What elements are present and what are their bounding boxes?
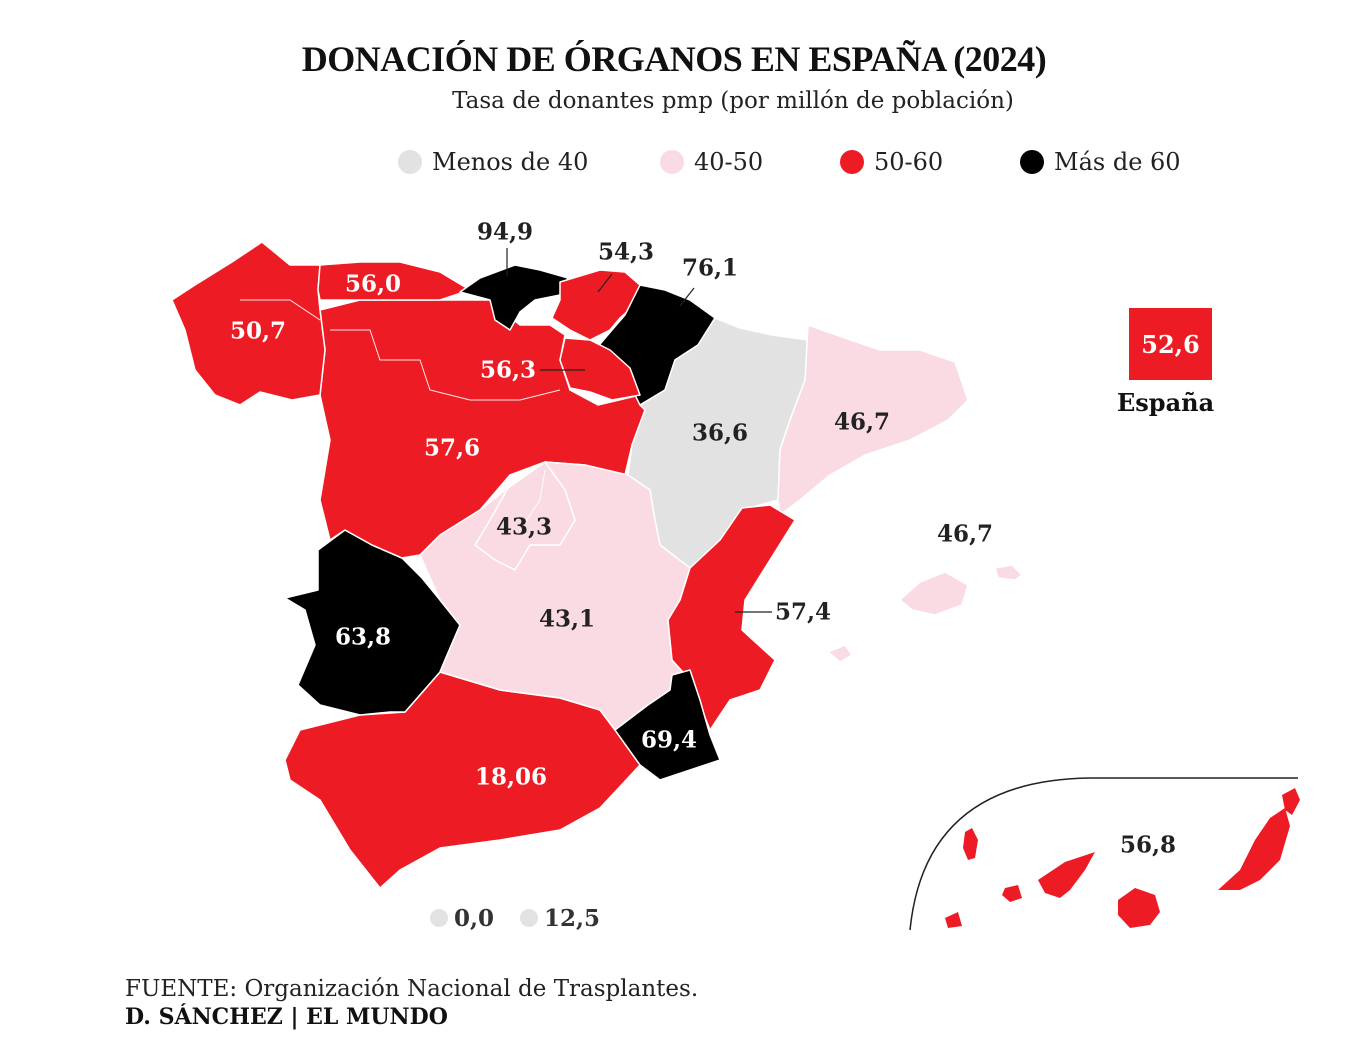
region-baleares-mallorca[interactable] xyxy=(899,571,969,616)
value-label-andalucia: 18,06 xyxy=(474,763,548,791)
source-text: Organización Nacional de Trasplantes. xyxy=(244,976,699,1002)
region-madrid[interactable] xyxy=(474,461,576,571)
ceuta-marker: 0,0 xyxy=(430,903,494,933)
region-cataluna[interactable] xyxy=(777,324,969,516)
region-pais-vasco[interactable] xyxy=(551,269,641,341)
region-baleares-ibiza[interactable] xyxy=(827,644,853,663)
ceuta-dot xyxy=(430,909,448,927)
map-title: DONACIÓN DE ÓRGANOS EN ESPAÑA (2024) xyxy=(301,39,1047,79)
region-asturias[interactable] xyxy=(317,261,471,301)
value-label-aragon: 36,6 xyxy=(691,419,749,447)
melilla-marker: 12,5 xyxy=(520,903,600,933)
ceuta-value: 0,0 xyxy=(454,904,495,932)
legend-item-40-50: 40-50 xyxy=(660,145,763,179)
region-c-valenciana[interactable] xyxy=(667,504,796,731)
value-label-cataluna: 46,7 xyxy=(833,408,891,436)
legend-swatch-grey xyxy=(398,150,422,174)
value-label-murcia: 69,4 xyxy=(640,726,698,754)
value-label-castilla-la-mancha: 43,1 xyxy=(538,605,596,633)
leader-line-navarra xyxy=(679,287,695,307)
map-subtitle: Tasa de donantes pmp (por millón de pobl… xyxy=(452,88,1014,114)
legend-swatch-pink xyxy=(660,150,684,174)
value-label-navarra: 76,1 xyxy=(681,254,739,282)
legend-label: 40-50 xyxy=(694,148,764,176)
region-murcia[interactable] xyxy=(614,669,721,781)
melilla-value: 12,5 xyxy=(544,904,601,932)
national-rate-badge: 52,6 xyxy=(1129,308,1212,380)
value-label-galicia: 50,7 xyxy=(229,317,287,345)
source-note: FUENTE: Organización Nacional de Traspla… xyxy=(125,976,698,1002)
value-label-asturias: 56,0 xyxy=(344,270,402,298)
region-la-rioja[interactable] xyxy=(559,337,641,401)
region-baleares-menorca[interactable] xyxy=(994,564,1023,581)
legend-swatch-red xyxy=(840,150,864,174)
value-label-castilla-leon: 57,6 xyxy=(423,434,481,462)
region-galicia[interactable] xyxy=(171,241,326,406)
source-label: FUENTE: xyxy=(125,976,238,1002)
legend-swatch-black xyxy=(1020,150,1044,174)
value-label-cantabria: 94,9 xyxy=(476,218,534,246)
national-rate-label: España xyxy=(1117,388,1215,417)
legend-item-50-60: 50-60 xyxy=(840,145,943,179)
leader-line-pais-vasco xyxy=(597,273,613,293)
value-label-baleares: 46,7 xyxy=(936,520,994,548)
value-label-madrid: 43,3 xyxy=(495,513,553,541)
legend-label: 50-60 xyxy=(874,148,944,176)
legend-label: Más de 60 xyxy=(1054,148,1181,176)
region-cantabria[interactable] xyxy=(459,264,569,331)
legend-item-menos-40: Menos de 40 xyxy=(398,145,588,179)
legend-item-mas-60: Más de 60 xyxy=(1020,145,1181,179)
value-label-la-rioja: 56,3 xyxy=(479,356,537,384)
legend-label: Menos de 40 xyxy=(432,148,589,176)
value-label-canarias: 56,8 xyxy=(1119,831,1177,859)
value-label-extremadura: 63,8 xyxy=(334,623,392,651)
region-canarias[interactable] xyxy=(945,788,1300,928)
value-label-pais-vasco: 54,3 xyxy=(597,238,655,266)
melilla-dot xyxy=(520,909,538,927)
canarias-inset-frame xyxy=(909,777,1298,931)
credit-line: D. SÁNCHEZ | EL MUNDO xyxy=(125,1004,448,1030)
value-label-valenciana: 57,4 xyxy=(774,598,832,626)
